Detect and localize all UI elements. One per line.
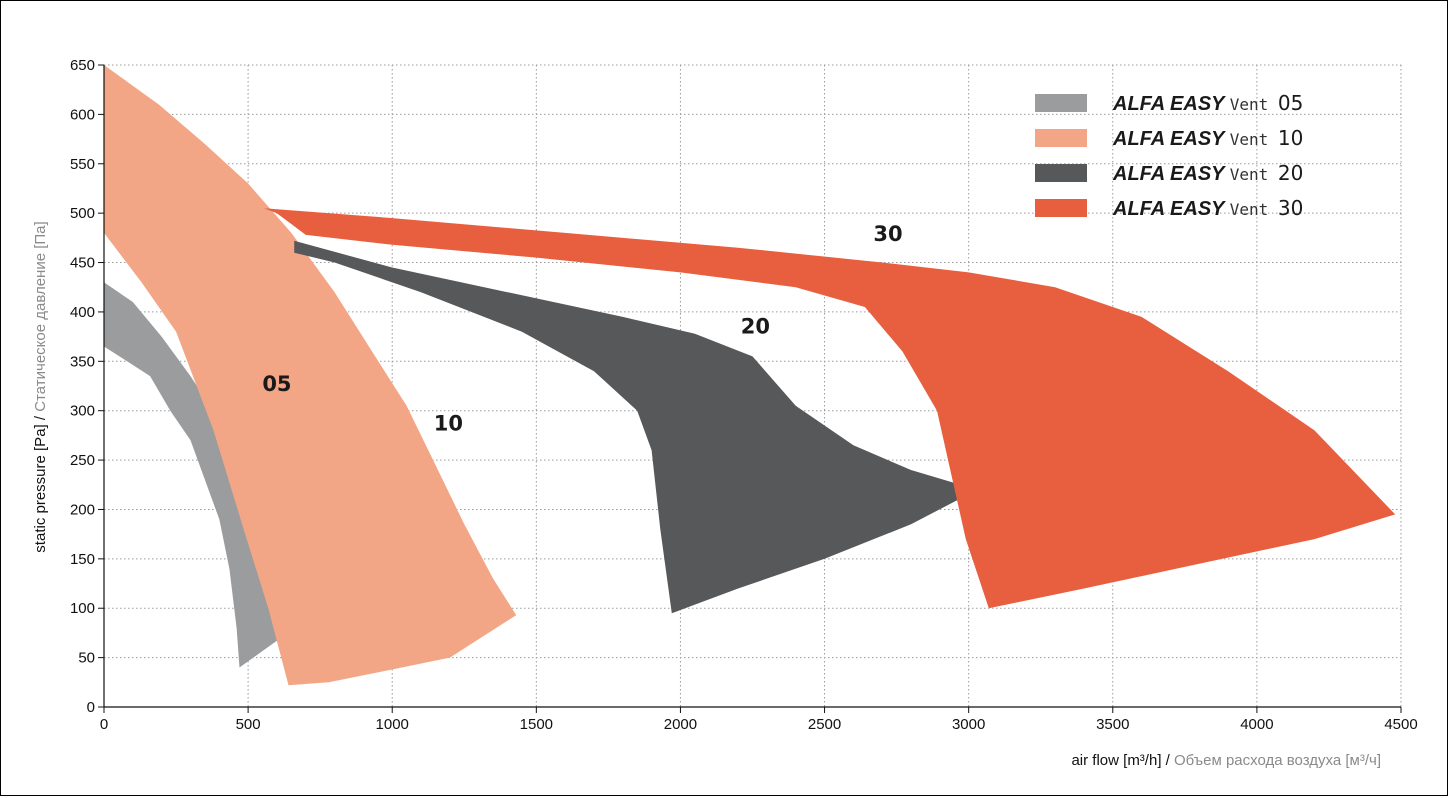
legend-entry: ALFA EASY Vent 05	[1112, 91, 1303, 115]
legend-brand: ALFA EASY	[1112, 128, 1230, 150]
legend-swatch	[1035, 129, 1087, 147]
x-axis-label: air flow [m³/h] / Объем расхода воздуха …	[1071, 752, 1381, 769]
y-tick-label: 550	[70, 156, 95, 173]
legend-code: 05	[1278, 91, 1303, 115]
region-label-20: 20	[741, 315, 770, 339]
x-tick-label: 2000	[664, 716, 697, 733]
legend-swatch	[1035, 94, 1087, 112]
y-tick-label: 600	[70, 106, 95, 123]
region-vent-20	[294, 240, 978, 614]
y-axis-label: static pressure [Pa] / Статическое давле…	[32, 221, 49, 552]
legend-code: 30	[1278, 196, 1303, 220]
x-tick-label: 4000	[1240, 716, 1273, 733]
legend-entry: ALFA EASY Vent 30	[1112, 196, 1303, 220]
legend-entry: ALFA EASY Vent 20	[1112, 161, 1303, 185]
x-axis-label-alt: Объем расхода воздуха [м³/ч]	[1174, 752, 1381, 769]
y-tick-label: 50	[78, 650, 95, 667]
performance-regions	[104, 65, 1396, 686]
y-tick-label: 500	[70, 205, 95, 222]
legend-code: 10	[1278, 126, 1303, 150]
legend-brand: ALFA EASY	[1112, 163, 1230, 185]
y-tick-label: 0	[87, 699, 95, 716]
legend-swatch	[1035, 164, 1087, 182]
x-tick-label: 500	[236, 716, 261, 733]
legend-swatch	[1035, 199, 1087, 217]
y-tick-label: 300	[70, 403, 95, 420]
y-tick-label: 200	[70, 501, 95, 518]
region-vent-30	[264, 208, 1396, 609]
legend-word: Vent	[1230, 200, 1278, 219]
y-tick-label: 650	[70, 57, 95, 74]
legend-word: Vent	[1230, 95, 1278, 114]
legend-brand: ALFA EASY	[1112, 198, 1230, 220]
x-tick-label: 1500	[520, 716, 553, 733]
x-axis-label-main: air flow [m³/h] /	[1071, 752, 1174, 769]
x-tick-label: 0	[100, 716, 108, 733]
y-tick-label: 450	[70, 255, 95, 272]
y-axis-label-alt: Статическое давление [Па]	[32, 221, 49, 411]
y-tick-label: 350	[70, 353, 95, 370]
y-tick-label: 400	[70, 304, 95, 321]
axes: 0 500 1000 1500 2000 2500 3000 3500 4000 45000501…	[70, 57, 1418, 733]
legend-word: Vent	[1230, 130, 1278, 149]
region-labels: 05 10 20 30	[262, 222, 902, 436]
legend-word: Vent	[1230, 165, 1278, 184]
legend-entry: ALFA EASY Vent 10	[1112, 126, 1303, 150]
legend-code: 20	[1278, 161, 1303, 185]
y-tick-label: 100	[70, 600, 95, 617]
x-tick-label: 1000	[376, 716, 409, 733]
x-tick-label: 3500	[1096, 716, 1129, 733]
y-axis-label-main: static pressure [Pa] /	[32, 412, 49, 553]
legend-brand: ALFA EASY	[1112, 93, 1230, 115]
region-vent-10	[104, 65, 517, 686]
region-label-05: 05	[262, 372, 291, 396]
y-tick-label: 150	[70, 551, 95, 568]
x-tick-label: 3000	[952, 716, 985, 733]
region-label-30: 30	[873, 222, 902, 246]
x-tick-label: 4500	[1384, 716, 1417, 733]
y-tick-label: 250	[70, 452, 95, 469]
region-label-10: 10	[434, 411, 463, 435]
x-tick-label: 2500	[808, 716, 841, 733]
